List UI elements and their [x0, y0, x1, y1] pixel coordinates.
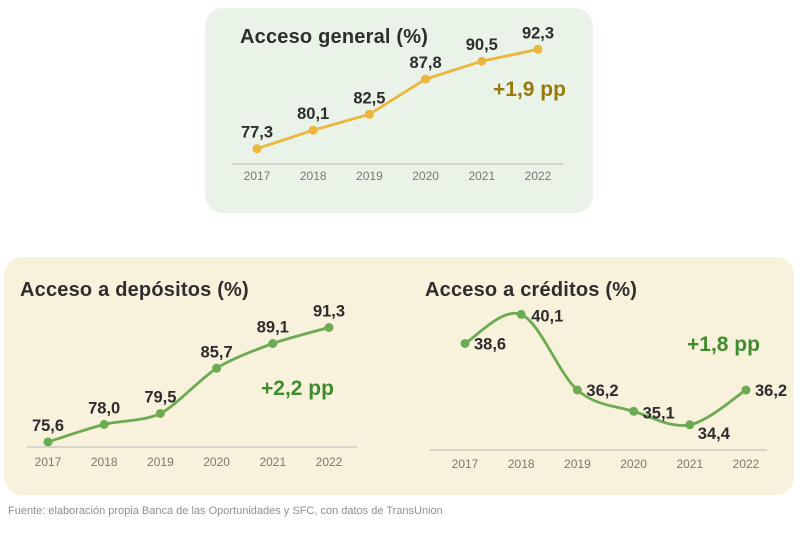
year-tick-label: 2017 — [452, 457, 479, 471]
data-point-dot — [629, 406, 639, 416]
year-tick-label: 2018 — [91, 455, 118, 469]
data-point-dot — [516, 309, 526, 319]
data-point-dot — [533, 44, 543, 54]
year-tick-label: 2017 — [244, 169, 271, 183]
series-line — [255, 47, 540, 151]
data-point-dot — [572, 385, 582, 395]
year-tick-label: 2020 — [203, 455, 230, 469]
source-note: Fuente: elaboración propia Banca de las … — [8, 505, 443, 517]
value-label: 78,0 — [88, 399, 120, 417]
value-label: 35,1 — [643, 404, 675, 422]
data-point-dot — [741, 385, 751, 395]
year-tick-label: 2021 — [259, 455, 286, 469]
line-chart-acceso-general: 77,3 80,1 82,5 87,8 90,5 92,3 2017 2018 2019 2020… — [232, 24, 563, 183]
value-label: 91,3 — [313, 303, 345, 321]
data-point-dot — [308, 125, 318, 135]
chart-title-acceso-depositos: Acceso a depósitos (%) — [20, 279, 249, 301]
delta-badge-acceso-depositos: +2,2 pp — [261, 377, 334, 400]
data-point-dot — [460, 339, 470, 348]
value-label: 38,6 — [474, 336, 506, 354]
value-label: 40,1 — [531, 307, 563, 325]
data-point-dot — [252, 144, 262, 154]
value-label: 92,3 — [522, 24, 554, 42]
bottom-panel: Acceso a depósitos (%) +2,2 pp 75,6 78,0 7… — [4, 257, 794, 495]
data-point-dot — [421, 74, 431, 84]
value-label: 36,2 — [586, 382, 618, 400]
value-label: 34,4 — [698, 425, 731, 443]
year-tick-label: 2019 — [564, 457, 591, 471]
data-point-dot — [324, 323, 334, 332]
value-label: 79,5 — [144, 389, 176, 407]
value-label: 36,2 — [755, 382, 787, 400]
data-point-dot — [212, 363, 222, 373]
series-line — [46, 326, 331, 444]
year-tick-label: 2021 — [676, 457, 703, 471]
year-tick-label: 2022 — [316, 455, 343, 469]
data-point-dot — [99, 419, 109, 429]
data-point-dot — [477, 56, 487, 66]
value-label: 77,3 — [241, 124, 273, 142]
value-label: 75,6 — [32, 417, 64, 435]
year-tick-label: 2021 — [468, 169, 495, 183]
value-label: 89,1 — [257, 319, 289, 337]
year-tick-label: 2022 — [733, 457, 760, 471]
chart-title-acceso-creditos: Acceso a créditos (%) — [425, 279, 638, 301]
value-label: 87,8 — [410, 54, 442, 72]
year-tick-label: 2017 — [35, 455, 62, 469]
year-tick-label: 2018 — [300, 169, 327, 183]
year-tick-label: 2022 — [525, 169, 552, 183]
data-point-dot — [364, 109, 374, 119]
year-tick-label: 2019 — [356, 169, 383, 183]
year-tick-label: 2019 — [147, 455, 174, 469]
chart-title-acceso-general: Acceso general (%) — [240, 26, 429, 48]
series-line — [463, 311, 748, 427]
chart-card-acceso-creditos: Acceso a créditos (%) +1,8 pp 38,6 40,1 36… — [404, 257, 794, 495]
chart-card-acceso-depositos: Acceso a depósitos (%) +2,2 pp 75,6 78,0 7… — [4, 257, 404, 495]
data-point-dot — [43, 437, 53, 447]
value-label: 90,5 — [466, 36, 498, 54]
value-label: 82,5 — [353, 89, 385, 107]
value-label: 80,1 — [297, 105, 329, 123]
delta-badge-acceso-general: +1,9 pp — [493, 78, 566, 101]
year-tick-label: 2020 — [412, 169, 439, 183]
year-tick-label: 2018 — [508, 457, 535, 471]
line-chart-acceso-depositos: 75,6 78,0 79,5 85,7 89,1 91,3 2017 2018 2019 2020… — [27, 303, 357, 469]
year-tick-label: 2020 — [620, 457, 647, 471]
value-label: 85,7 — [201, 343, 233, 361]
delta-badge-acceso-creditos: +1,8 pp — [687, 333, 760, 356]
data-point-dot — [268, 339, 278, 348]
line-chart-acceso-creditos: 38,6 40,1 36,2 35,1 34,4 36,2 2017 2018 2019 2020… — [430, 307, 787, 471]
data-point-dot — [155, 409, 165, 418]
data-point-dot — [685, 420, 695, 430]
chart-card-acceso-general: Acceso general (%) +1,9 pp 77,3 80,1 82,5 8… — [205, 8, 593, 213]
